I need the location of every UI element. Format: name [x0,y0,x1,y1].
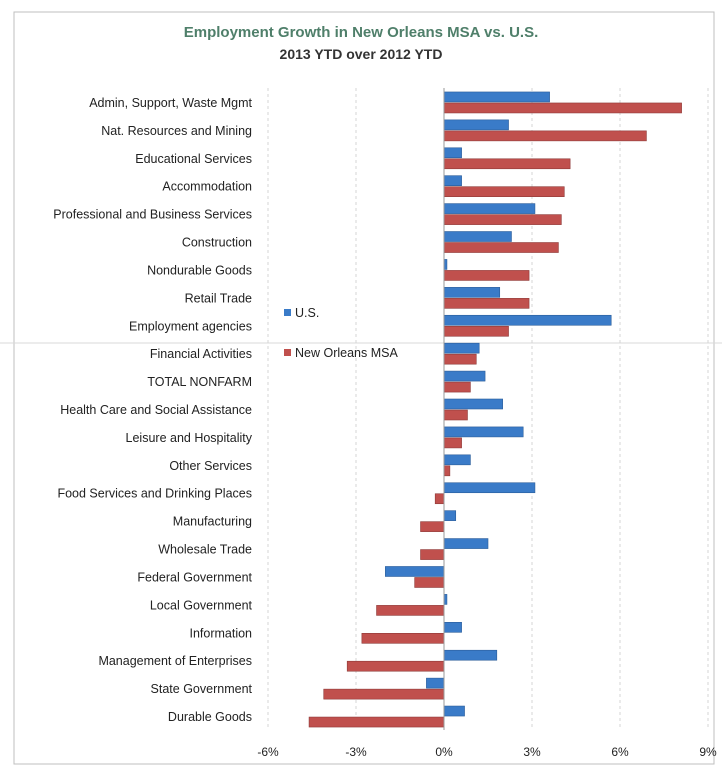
bar-us [443,175,462,186]
category-label: State Government [151,682,253,696]
bar-us [443,622,462,633]
bar-new-orleans [434,493,445,505]
bar-us [443,705,465,717]
category-label: Local Government [150,598,253,612]
bar-us [443,119,509,131]
category-label: Information [189,626,252,640]
category-label: Employment agencies [129,319,252,333]
bar-new-orleans [346,660,445,672]
bar-new-orleans [443,242,559,253]
bar-new-orleans [443,465,451,477]
bar-us [443,91,550,103]
bar-new-orleans [443,381,471,393]
bar-new-orleans [376,605,445,616]
category-label: Federal Government [137,570,252,584]
bar-new-orleans [443,130,647,142]
category-label: TOTAL NONFARM [147,375,252,389]
bar-us [385,566,445,577]
bar-new-orleans [414,577,445,588]
bar-us [443,454,471,466]
category-label: Leisure and Hospitality [126,431,253,445]
legend-swatch [284,349,291,356]
category-label: Retail Trade [185,291,252,305]
category-label: Financial Activities [150,347,252,361]
category-label: Durable Goods [168,710,252,724]
legend-label: New Orleans MSA [295,346,398,360]
bar-us [443,147,462,159]
category-label: Educational Services [135,152,252,166]
category-label: Admin, Support, Waste Mgmt [89,96,252,110]
x-tick-label: 6% [611,745,629,759]
bar-new-orleans [443,325,509,337]
x-tick-label: -3% [345,745,367,759]
bar-new-orleans [420,549,445,560]
bar-us [443,649,498,661]
chart-border [13,11,715,765]
x-tick-label: 9% [699,745,717,759]
category-label: Health Care and Social Assistance [60,403,252,417]
bar-new-orleans [443,298,530,309]
category-label: Nat. Resources and Mining [101,124,252,138]
bar-new-orleans [443,158,571,170]
bar-us [443,426,524,438]
bar-new-orleans [443,214,562,225]
x-tick-label: -6% [257,745,279,759]
category-label: Construction [182,236,252,250]
category-label: Management of Enterprises [98,654,252,668]
bar-us [443,482,536,494]
bar-us [443,342,480,354]
bar-us [443,538,489,549]
bar-new-orleans [443,186,565,197]
bar-new-orleans [443,437,462,449]
bar-new-orleans [323,688,445,700]
bar-new-orleans [443,409,468,421]
category-label: Manufacturing [173,515,252,529]
category-label: Wholesale Trade [158,543,252,557]
bar-us [443,203,536,214]
bar-us [443,398,503,410]
category-label: Professional and Business Services [53,208,252,222]
bar-us [443,231,512,242]
bar-new-orleans [443,353,477,365]
bar-new-orleans [420,521,445,532]
bar-us [443,510,457,521]
bar-new-orleans [443,270,530,281]
category-label: Other Services [169,459,252,473]
bar-us [443,314,612,326]
x-tick-label: 0% [435,745,453,759]
legend-label: U.S. [295,306,319,320]
bar-us [443,370,486,382]
x-tick-label: 3% [523,745,541,759]
category-label: Food Services and Drinking Places [57,487,252,501]
legend-swatch [284,309,291,316]
chart-subtitle: 2013 YTD over 2012 YTD [279,46,443,62]
category-label: Nondurable Goods [147,263,252,277]
bar-new-orleans [361,633,445,644]
chart-title: Employment Growth in New Orleans MSA vs.… [183,24,539,41]
bar-new-orleans [308,716,445,728]
bar-new-orleans [443,102,682,114]
bar-us [426,677,445,689]
bar-us [443,287,501,298]
category-label: Accommodation [162,180,252,194]
